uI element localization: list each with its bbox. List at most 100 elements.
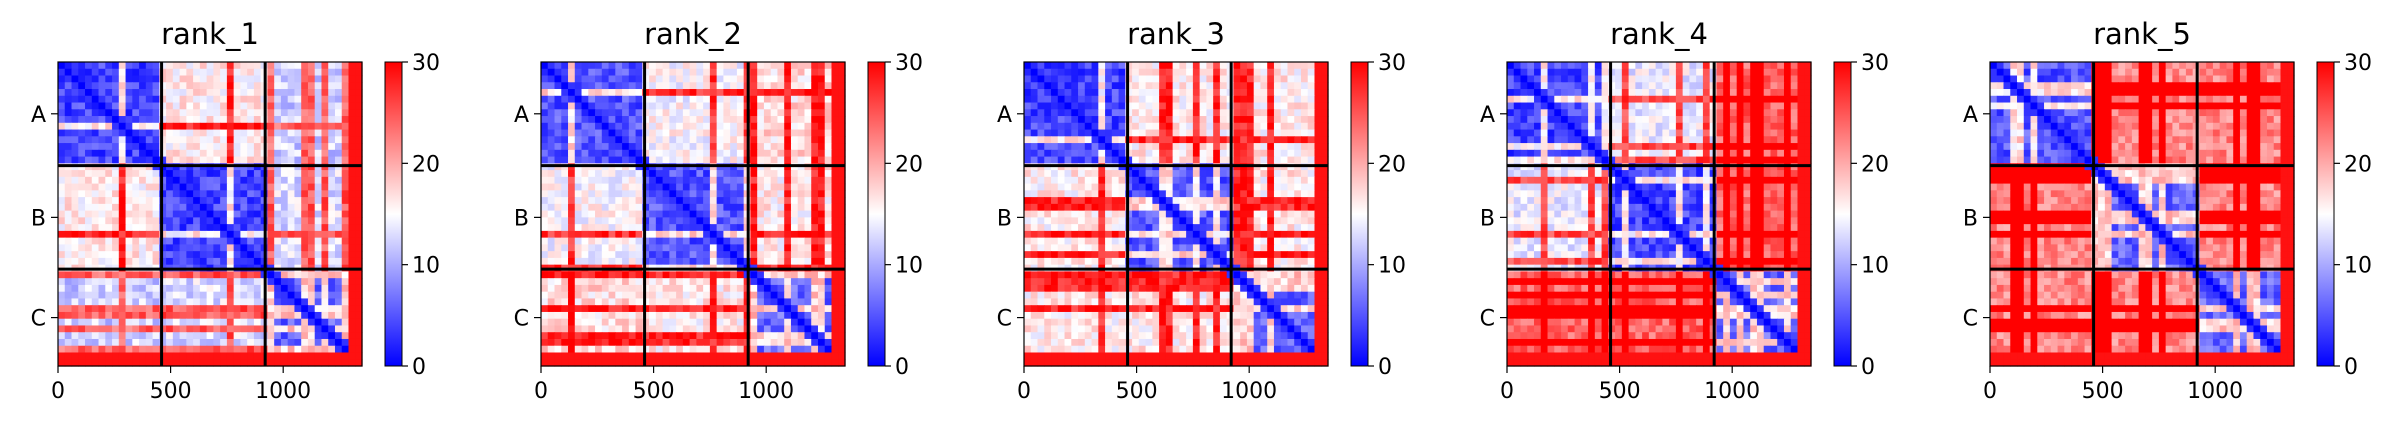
heatmap-cell	[703, 244, 711, 252]
heatmap-cell	[172, 62, 181, 70]
heatmap-cell	[709, 102, 718, 110]
heatmap-cell	[334, 190, 343, 198]
heatmap-cell	[730, 143, 738, 151]
heatmap-cell	[838, 325, 846, 333]
heatmap-cell	[98, 129, 106, 137]
heatmap-cell	[280, 176, 289, 185]
heatmap-cell	[220, 217, 228, 225]
heatmap-cell	[118, 244, 127, 252]
heatmap-cell	[831, 116, 839, 124]
heatmap-cell	[267, 75, 275, 83]
heatmap-cell	[199, 224, 208, 232]
heatmap-cell	[770, 68, 779, 77]
heatmap-cell	[294, 102, 302, 110]
heatmap-cell	[307, 102, 316, 110]
heatmap-cell	[186, 68, 194, 77]
heatmap-cell	[91, 217, 100, 225]
heatmap-cell	[1051, 68, 1059, 77]
heatmap-cell	[689, 332, 697, 340]
heatmap-cell	[1314, 102, 1322, 110]
heatmap-cell	[206, 102, 214, 110]
heatmap-cell	[1199, 176, 1207, 185]
heatmap-cell	[85, 224, 93, 232]
heatmap-cell	[267, 291, 275, 300]
heatmap-cell	[98, 271, 106, 279]
heatmap-cell	[1111, 89, 1120, 97]
heatmap-cell	[689, 257, 697, 266]
heatmap-cell	[348, 278, 356, 286]
heatmap-cell	[341, 338, 350, 347]
heatmap-cell	[240, 278, 248, 286]
heatmap-cell	[186, 122, 194, 131]
heatmap-cell	[98, 68, 106, 77]
heatmap-cell	[1152, 176, 1160, 185]
heatmap-cell	[736, 109, 745, 117]
heatmap-cell	[355, 197, 363, 205]
heatmap-cell	[105, 102, 113, 110]
heatmap-cell	[1199, 129, 1207, 137]
heatmap-cell	[1152, 75, 1160, 83]
heatmap-cell	[581, 305, 589, 313]
heatmap-cell	[554, 318, 562, 327]
heatmap-cell	[186, 311, 194, 320]
heatmap-cell	[348, 89, 356, 97]
heatmap-cell	[179, 305, 187, 313]
heatmap-cell	[824, 190, 833, 198]
heatmap-cell	[622, 325, 630, 333]
heatmap-cell	[193, 62, 201, 70]
heatmap-cell	[118, 325, 127, 333]
heatmap-cell	[763, 359, 772, 367]
heatmap-cell	[1145, 82, 1153, 90]
heatmap-cell	[78, 217, 86, 225]
heatmap-cell	[152, 116, 160, 124]
heatmap-cell	[649, 224, 657, 232]
heatmap-cell	[91, 170, 100, 178]
heatmap-cell	[172, 278, 181, 286]
heatmap-cell	[166, 183, 174, 191]
heatmap-cell	[287, 271, 296, 279]
heatmap-cell	[811, 116, 819, 124]
heatmap-cell	[186, 210, 194, 218]
heatmap-cell	[267, 176, 275, 185]
heatmap-cell	[98, 217, 106, 225]
heatmap-cell	[622, 332, 630, 340]
heatmap-cell	[541, 116, 549, 124]
heatmap-cell	[206, 244, 214, 252]
heatmap-cell	[622, 176, 630, 185]
heatmap-cell	[220, 102, 228, 110]
heatmap-cell	[206, 62, 214, 70]
heatmap-cell	[622, 197, 630, 205]
heatmap-cell	[689, 237, 697, 245]
heatmap-cell	[294, 230, 302, 239]
heatmap-cell	[676, 95, 684, 104]
heatmap-cell	[568, 318, 576, 327]
heatmap-cell	[1084, 149, 1093, 158]
heatmap-cell	[649, 305, 657, 313]
heatmap-cell	[541, 305, 549, 313]
heatmap-cell	[1287, 129, 1295, 137]
heatmap-cell	[615, 116, 623, 124]
heatmap-cell	[186, 345, 194, 354]
heatmap-cell	[1098, 183, 1106, 191]
heatmap-cell	[355, 210, 363, 218]
heatmap-cell	[770, 176, 779, 185]
chain-label: B	[514, 206, 529, 231]
heatmap-cell	[139, 176, 147, 185]
heatmap-cell	[1030, 170, 1039, 178]
heatmap-cell	[1267, 82, 1275, 90]
heatmap-cell	[554, 237, 562, 245]
heatmap-cell	[635, 244, 643, 252]
heatmap-cell	[1260, 95, 1268, 104]
heatmap-cell	[689, 170, 697, 178]
heatmap-cell	[757, 82, 765, 90]
heatmap-cell	[294, 176, 302, 185]
heatmap-cell	[649, 176, 657, 185]
heatmap-cell	[220, 210, 228, 218]
heatmap-cell	[206, 183, 214, 191]
heatmap-cell	[635, 197, 643, 205]
heatmap-cell	[730, 251, 738, 259]
heatmap-cell	[58, 338, 66, 347]
heatmap-cell	[71, 217, 79, 225]
heatmap-cell	[1273, 143, 1282, 151]
heatmap-cell	[1260, 129, 1268, 137]
